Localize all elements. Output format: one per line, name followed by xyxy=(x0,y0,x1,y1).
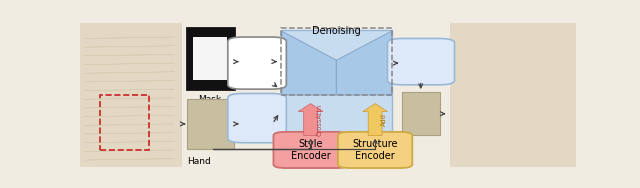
Bar xyxy=(403,92,440,136)
Bar xyxy=(187,28,234,89)
Text: Denoising: Denoising xyxy=(312,26,361,36)
FancyBboxPatch shape xyxy=(228,37,286,89)
Text: Style
Encoder: Style Encoder xyxy=(291,139,330,161)
FancyArrow shape xyxy=(298,104,323,136)
Bar xyxy=(80,23,182,167)
Bar xyxy=(100,95,150,150)
Polygon shape xyxy=(337,31,392,95)
Text: VAE
Decoder: VAE Decoder xyxy=(402,52,440,71)
Bar xyxy=(449,23,576,167)
Text: U-Net: U-Net xyxy=(323,135,350,145)
Text: CrossAttn: CrossAttn xyxy=(317,103,323,136)
FancyBboxPatch shape xyxy=(388,39,454,85)
Text: VAE
Encoder: VAE Encoder xyxy=(248,101,267,135)
Bar xyxy=(187,99,234,149)
Text: Mask: Mask xyxy=(198,95,221,104)
Text: Hand: Hand xyxy=(187,157,211,166)
Polygon shape xyxy=(282,31,337,95)
Bar xyxy=(281,28,392,95)
FancyBboxPatch shape xyxy=(338,132,412,168)
Bar xyxy=(193,37,227,80)
FancyBboxPatch shape xyxy=(228,93,286,143)
Bar xyxy=(281,30,392,149)
FancyArrow shape xyxy=(363,104,388,136)
Text: Structure
Encoder: Structure Encoder xyxy=(353,139,398,161)
Text: Resize: Resize xyxy=(253,49,262,78)
FancyBboxPatch shape xyxy=(273,132,348,168)
Text: 3D Reconstruction: 3D Reconstruction xyxy=(301,158,372,167)
Text: Add: Add xyxy=(381,113,387,126)
